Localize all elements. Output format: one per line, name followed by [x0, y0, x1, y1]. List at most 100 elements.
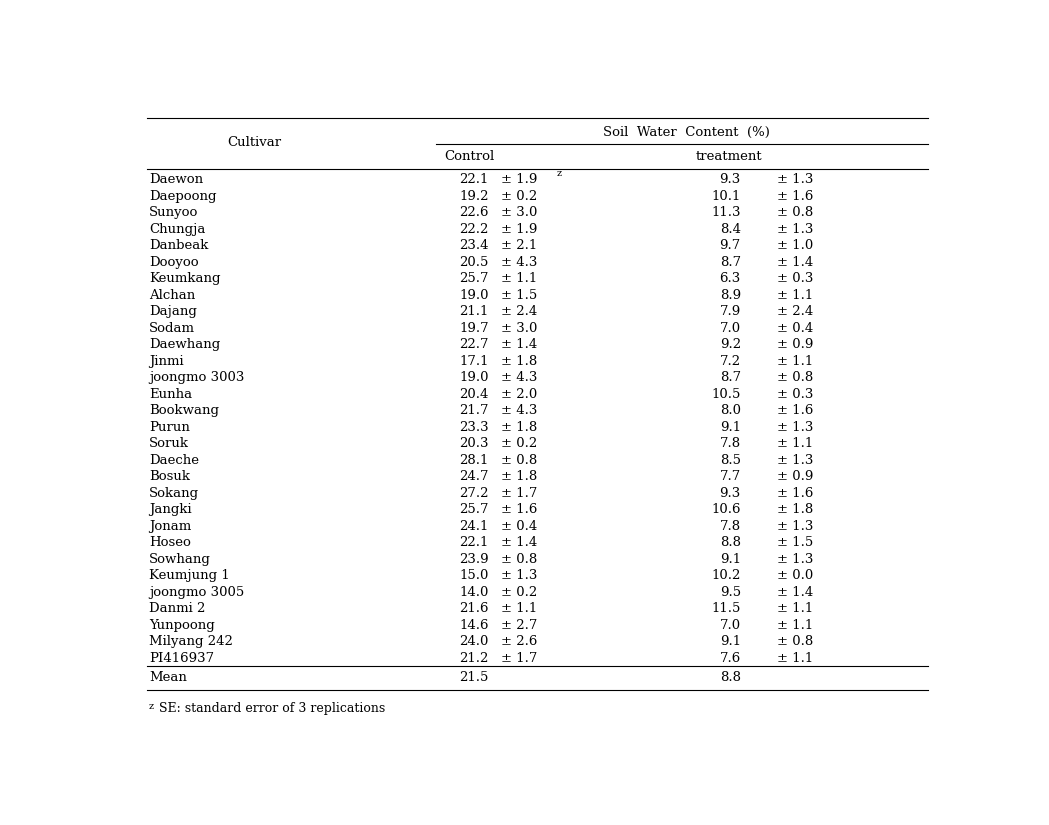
- Text: ± 1.3: ± 1.3: [501, 569, 537, 582]
- Text: 14.6: 14.6: [459, 619, 489, 632]
- Text: Sokang: Sokang: [149, 487, 199, 500]
- Text: ± 1.1: ± 1.1: [777, 602, 814, 615]
- Text: 28.1: 28.1: [459, 454, 489, 467]
- Text: ± 1.4: ± 1.4: [501, 536, 537, 549]
- Text: 19.0: 19.0: [459, 371, 489, 384]
- Text: Cultivar: Cultivar: [228, 135, 282, 148]
- Text: 19.7: 19.7: [459, 322, 489, 335]
- Text: ± 0.8: ± 0.8: [501, 454, 537, 467]
- Text: 10.1: 10.1: [711, 190, 741, 202]
- Text: 24.7: 24.7: [459, 470, 489, 483]
- Text: ± 0.2: ± 0.2: [501, 586, 537, 599]
- Text: Daewhang: Daewhang: [149, 338, 220, 351]
- Text: Control: Control: [444, 149, 494, 163]
- Text: 8.5: 8.5: [720, 454, 741, 467]
- Text: ± 1.6: ± 1.6: [777, 190, 814, 202]
- Text: ± 4.3: ± 4.3: [501, 404, 537, 417]
- Text: Daewon: Daewon: [149, 173, 204, 186]
- Text: ± 1.8: ± 1.8: [501, 470, 537, 483]
- Text: 9.5: 9.5: [720, 586, 741, 599]
- Text: ± 1.8: ± 1.8: [501, 355, 537, 368]
- Text: Danmi 2: Danmi 2: [149, 602, 206, 615]
- Text: Danbeak: Danbeak: [149, 239, 209, 252]
- Text: ± 1.1: ± 1.1: [501, 602, 537, 615]
- Text: ± 4.3: ± 4.3: [501, 371, 537, 384]
- Text: Soruk: Soruk: [149, 437, 189, 450]
- Text: 7.9: 7.9: [720, 305, 741, 318]
- Text: 9.1: 9.1: [720, 635, 741, 648]
- Text: ± 1.6: ± 1.6: [777, 487, 814, 500]
- Text: Hoseo: Hoseo: [149, 536, 191, 549]
- Text: 20.5: 20.5: [459, 256, 489, 269]
- Text: ± 0.3: ± 0.3: [777, 388, 814, 401]
- Text: Alchan: Alchan: [149, 289, 195, 302]
- Text: 7.8: 7.8: [720, 520, 741, 533]
- Text: ± 1.3: ± 1.3: [777, 223, 814, 236]
- Text: Milyang 242: Milyang 242: [149, 635, 233, 648]
- Text: 15.0: 15.0: [459, 569, 489, 582]
- Text: 22.7: 22.7: [459, 338, 489, 351]
- Text: 8.7: 8.7: [720, 256, 741, 269]
- Text: Dajang: Dajang: [149, 305, 197, 318]
- Text: 21.1: 21.1: [459, 305, 489, 318]
- Text: Daepoong: Daepoong: [149, 190, 216, 202]
- Text: z: z: [556, 169, 561, 178]
- Text: 14.0: 14.0: [459, 586, 489, 599]
- Text: 22.2: 22.2: [459, 223, 489, 236]
- Text: 17.1: 17.1: [459, 355, 489, 368]
- Text: ± 1.8: ± 1.8: [501, 421, 537, 434]
- Text: ± 2.4: ± 2.4: [501, 305, 537, 318]
- Text: ± 2.6: ± 2.6: [501, 635, 537, 648]
- Text: ± 1.1: ± 1.1: [777, 652, 814, 665]
- Text: Keumkang: Keumkang: [149, 272, 220, 285]
- Text: 8.9: 8.9: [720, 289, 741, 302]
- Text: ± 0.2: ± 0.2: [501, 190, 537, 202]
- Text: Yunpoong: Yunpoong: [149, 619, 215, 632]
- Text: joongmo 3003: joongmo 3003: [149, 371, 244, 384]
- Text: Sowhang: Sowhang: [149, 553, 211, 566]
- Text: ± 1.1: ± 1.1: [777, 619, 814, 632]
- Text: Bookwang: Bookwang: [149, 404, 219, 417]
- Text: Jangki: Jangki: [149, 503, 192, 516]
- Text: ± 1.1: ± 1.1: [777, 437, 814, 450]
- Text: ± 1.7: ± 1.7: [501, 487, 537, 500]
- Text: 20.3: 20.3: [459, 437, 489, 450]
- Text: ± 0.8: ± 0.8: [777, 206, 814, 219]
- Text: Dooyoo: Dooyoo: [149, 256, 198, 269]
- Text: 24.0: 24.0: [459, 635, 489, 648]
- Text: 22.1: 22.1: [459, 536, 489, 549]
- Text: Mean: Mean: [149, 671, 187, 684]
- Text: ± 3.0: ± 3.0: [501, 322, 537, 335]
- Text: ± 1.6: ± 1.6: [777, 404, 814, 417]
- Text: Sunyoo: Sunyoo: [149, 206, 198, 219]
- Text: 22.1: 22.1: [459, 173, 489, 186]
- Text: ± 1.8: ± 1.8: [777, 503, 814, 516]
- Text: 8.4: 8.4: [720, 223, 741, 236]
- Text: 21.7: 21.7: [459, 404, 489, 417]
- Text: ± 2.1: ± 2.1: [501, 239, 537, 252]
- Text: 22.6: 22.6: [459, 206, 489, 219]
- Text: Purun: Purun: [149, 421, 190, 434]
- Text: 8.8: 8.8: [720, 671, 741, 684]
- Text: Sodam: Sodam: [149, 322, 195, 335]
- Text: 7.7: 7.7: [720, 470, 741, 483]
- Text: 7.0: 7.0: [720, 322, 741, 335]
- Text: 11.3: 11.3: [711, 206, 741, 219]
- Text: 9.1: 9.1: [720, 553, 741, 566]
- Text: 24.1: 24.1: [459, 520, 489, 533]
- Text: ± 1.7: ± 1.7: [501, 652, 537, 665]
- Text: 9.7: 9.7: [720, 239, 741, 252]
- Text: ± 1.5: ± 1.5: [777, 536, 814, 549]
- Text: 25.7: 25.7: [459, 503, 489, 516]
- Text: 9.2: 9.2: [720, 338, 741, 351]
- Text: ± 4.3: ± 4.3: [501, 256, 537, 269]
- Text: 25.7: 25.7: [459, 272, 489, 285]
- Text: ± 0.8: ± 0.8: [777, 371, 814, 384]
- Text: ± 2.7: ± 2.7: [501, 619, 537, 632]
- Text: Jonam: Jonam: [149, 520, 191, 533]
- Text: ± 1.0: ± 1.0: [777, 239, 814, 252]
- Text: treatment: treatment: [697, 149, 763, 163]
- Text: 8.8: 8.8: [720, 536, 741, 549]
- Text: ± 1.9: ± 1.9: [501, 173, 537, 186]
- Text: PI416937: PI416937: [149, 652, 214, 665]
